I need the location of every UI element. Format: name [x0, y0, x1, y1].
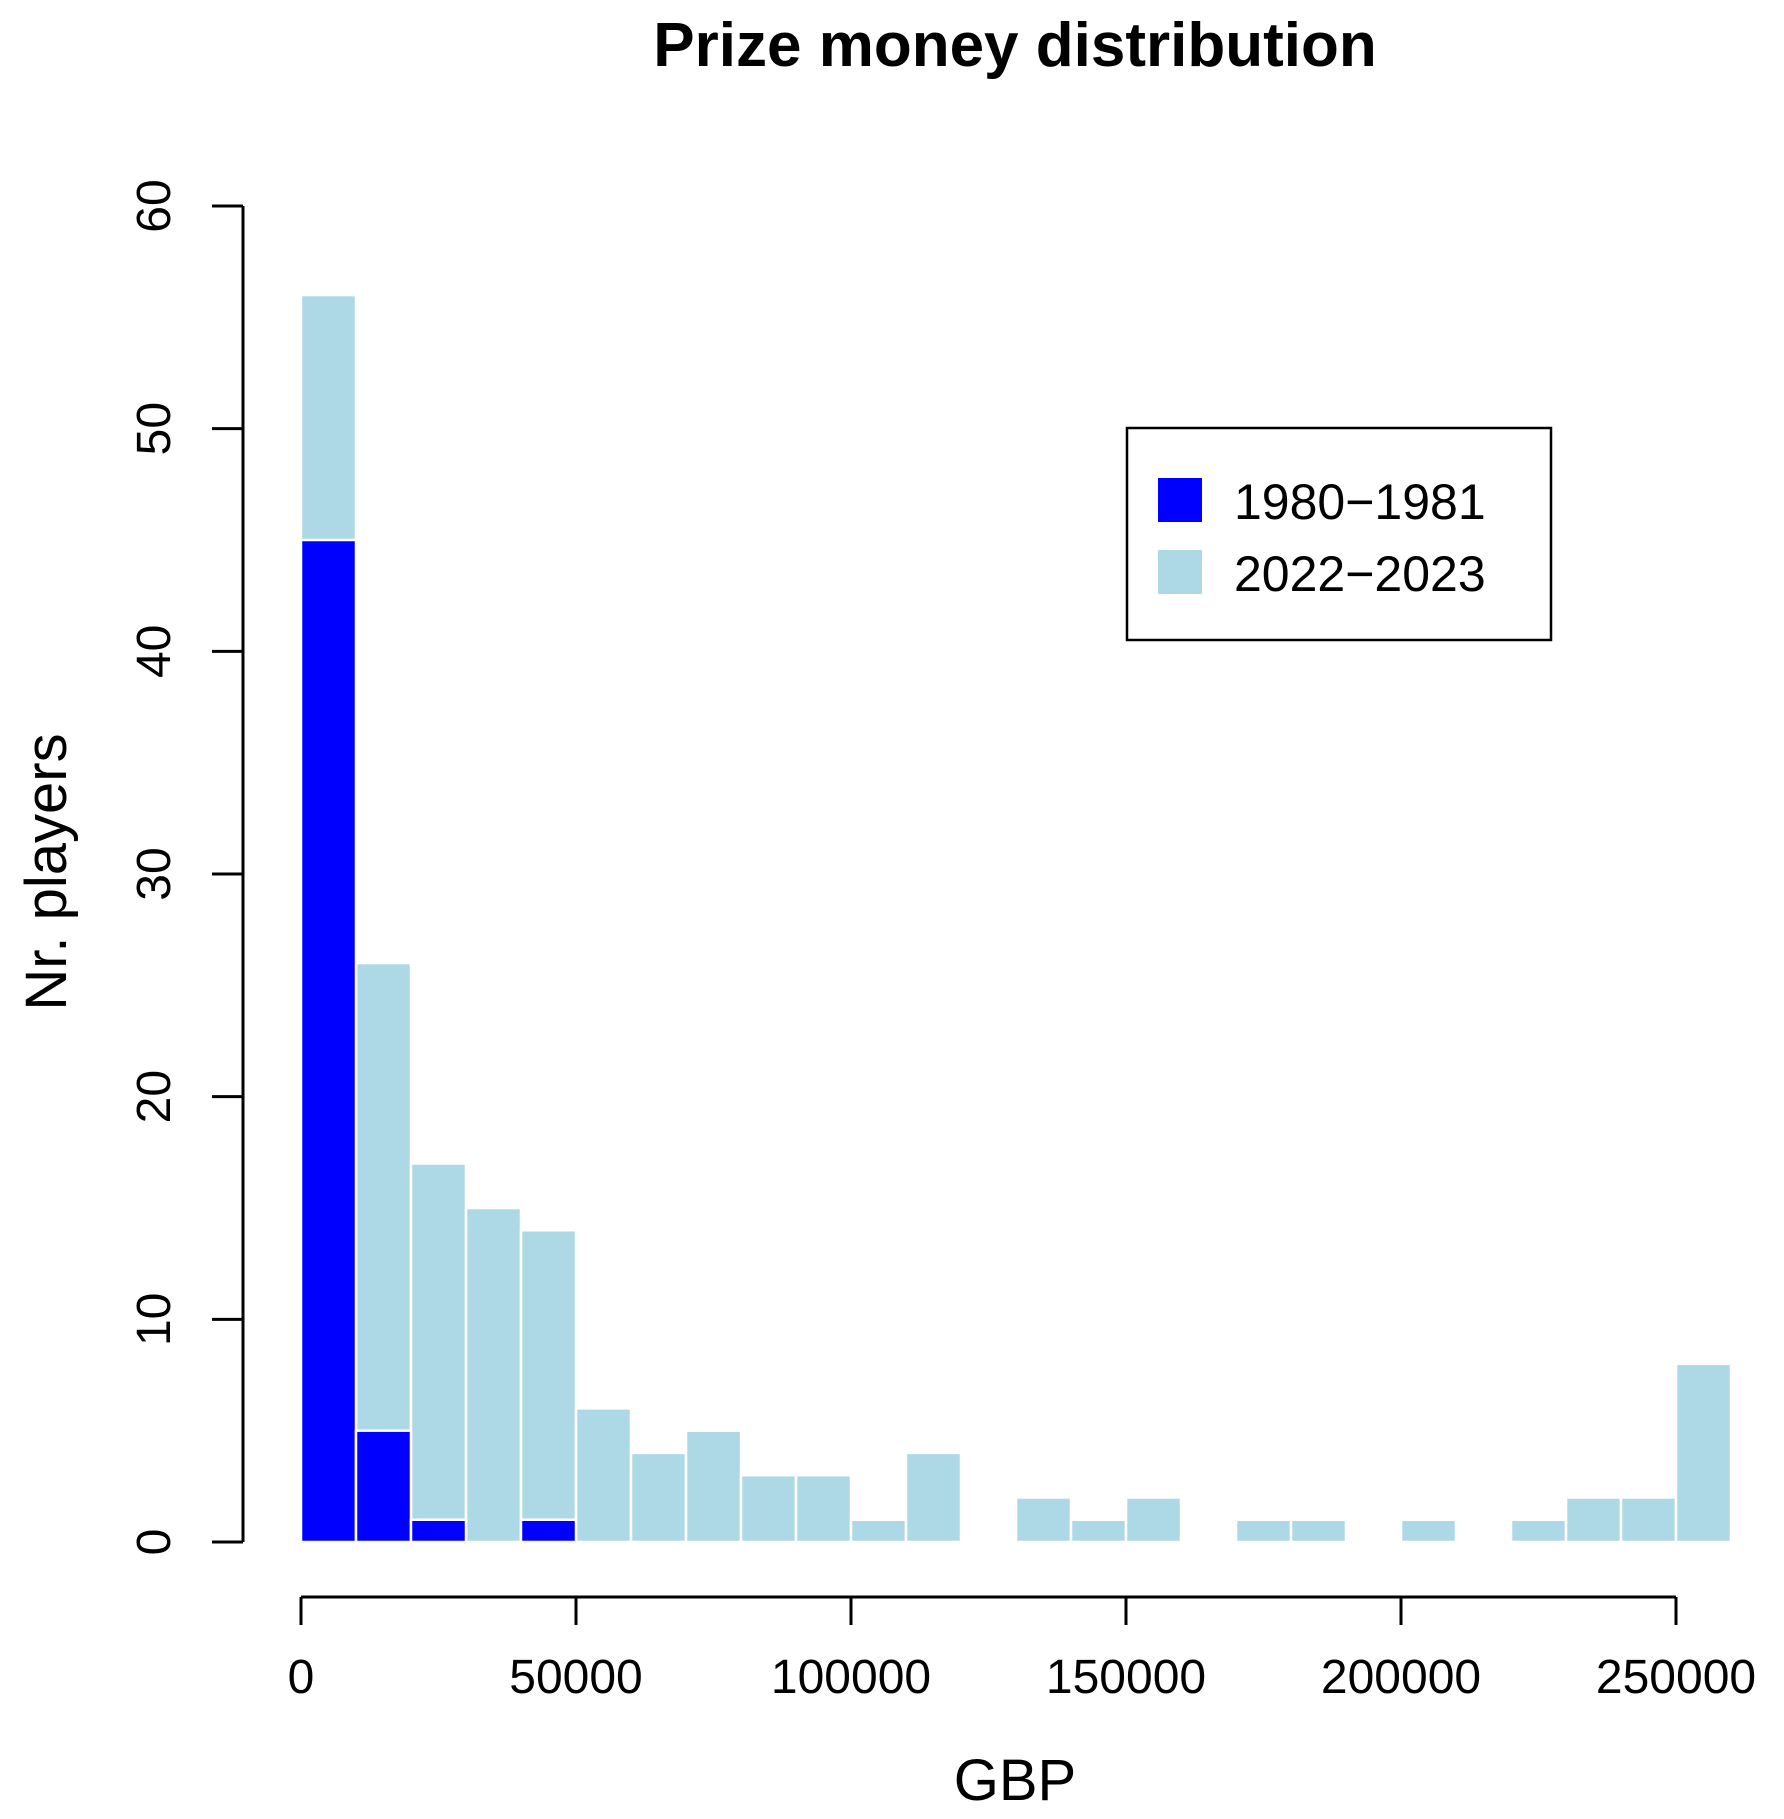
bar-2022-2023-30000 — [464, 1206, 523, 1544]
bar-2022-2023-20000 — [409, 1162, 468, 1544]
bar-2022-2023-110000 — [904, 1451, 963, 1544]
x-tick-label-250000: 250000 — [1596, 1651, 1756, 1704]
bar-1980-1981-10000 — [354, 1429, 413, 1544]
y-tick-label-20: 20 — [128, 1070, 181, 1123]
bar-2022-2023-200000 — [1399, 1518, 1458, 1544]
x-tick-label-200000: 200000 — [1321, 1651, 1481, 1704]
bar-2022-2023-100000 — [849, 1518, 908, 1544]
bar-2022-2023-170000 — [1234, 1518, 1293, 1544]
bar-2022-2023-130000 — [1014, 1496, 1073, 1544]
legend-label-2022-2023: 2022−2023 — [1234, 546, 1486, 602]
bar-2022-2023-150000 — [1124, 1496, 1183, 1544]
bar-2022-2023-230000 — [1564, 1496, 1623, 1544]
y-tick-label-30: 30 — [128, 847, 181, 900]
bar-2022-2023-70000 — [684, 1429, 743, 1544]
bar-2022-2023-250000 — [1674, 1362, 1733, 1544]
bars-group — [299, 293, 1733, 1544]
legend-label-1980-1981: 1980−1981 — [1234, 474, 1486, 530]
y-tick-label-50: 50 — [128, 402, 181, 455]
y-axis: 0 10 20 30 40 50 60 — [128, 179, 245, 1556]
x-tick-label-150000: 150000 — [1046, 1651, 1206, 1704]
bar-2022-2023-180000 — [1289, 1518, 1348, 1544]
bar-2022-2023-40000 — [519, 1229, 578, 1544]
x-tick-label-50000: 50000 — [509, 1651, 642, 1704]
chart-title: Prize money distribution — [653, 11, 1376, 80]
x-tick-label-0: 0 — [288, 1651, 315, 1704]
bar-2022-2023-90000 — [794, 1473, 853, 1544]
bar-2022-2023-140000 — [1069, 1518, 1128, 1544]
x-tick-label-100000: 100000 — [771, 1651, 931, 1704]
legend: 1980−1981 2022−2023 — [1125, 426, 1553, 642]
bar-1980-1981-40000 — [519, 1518, 578, 1544]
bar-2022-2023-50000 — [574, 1407, 633, 1544]
bar-2022-2023-80000 — [739, 1473, 798, 1544]
y-tick-label-40: 40 — [128, 625, 181, 678]
legend-swatch-1980-1981 — [1158, 478, 1202, 522]
y-tick-label-10: 10 — [128, 1293, 181, 1346]
bar-1980-1981-20000 — [409, 1518, 468, 1544]
bar-2022-2023-60000 — [629, 1451, 688, 1544]
x-axis: 0 50000 100000 150000 200000 250000 — [288, 1595, 1756, 1704]
bar-1980-1981-0 — [299, 538, 358, 1544]
x-axis-title: GBP — [954, 1748, 1077, 1813]
legend-swatch-2022-2023 — [1158, 550, 1202, 594]
bar-2022-2023-240000 — [1619, 1496, 1678, 1544]
y-tick-label-0: 0 — [128, 1529, 181, 1556]
y-axis-title: Nr. players — [14, 733, 79, 1010]
bar-2022-2023-220000 — [1509, 1518, 1568, 1544]
y-tick-label-60: 60 — [128, 179, 181, 232]
legend-box — [1125, 426, 1553, 642]
